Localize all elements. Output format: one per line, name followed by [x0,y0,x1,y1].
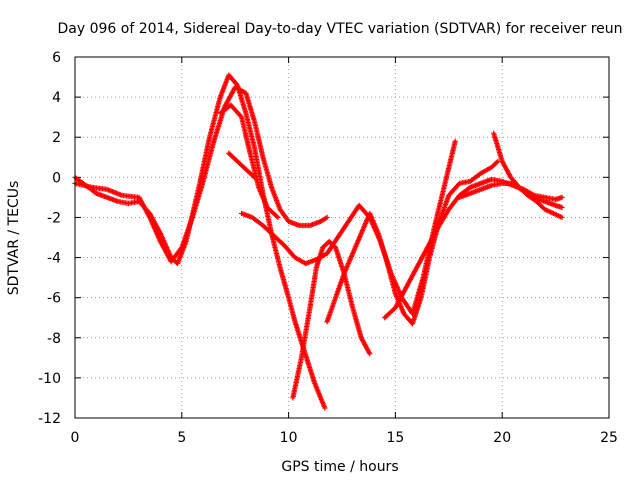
y-tick-label: -8 [47,331,61,347]
series-track-10 [456,180,565,211]
y-tick-label: 2 [52,130,61,146]
x-axis-label: GPS time / hours [281,459,398,475]
chart-title: Day 096 of 2014, Sidereal Day-to-day VTE… [57,21,622,37]
series-track-4 [226,150,258,180]
y-tick-label: -6 [47,291,61,307]
series-track-9 [491,130,565,221]
y-tick-label: 4 [52,90,61,106]
y-tick-label: -2 [47,210,61,226]
data-point [274,213,280,220]
y-axis-ticks: -12 -10 -8 -6 -4 -2 0 2 4 6 [38,50,609,427]
data-point [367,351,373,357]
x-axis-ticks: 0 5 10 15 20 25 [71,57,618,446]
y-tick-label: -12 [38,411,61,427]
series-track-2 [72,84,330,265]
data-point [559,214,565,221]
series-track-3 [217,102,281,221]
data-point [324,214,330,221]
data-point [251,174,258,180]
y-tick-label: 0 [52,170,61,186]
series-track-1 [72,72,328,411]
x-tick-label: 0 [71,430,80,446]
data-point [250,173,256,179]
y-tick-label: 6 [52,50,61,66]
y-axis-label: SDTVAR / TECUs [6,181,22,296]
data-point [559,204,565,211]
x-tick-label: 5 [177,430,186,446]
series-track-6 [290,238,373,401]
series-track-8 [382,176,565,321]
data-point [559,194,565,200]
data-point [494,159,500,165]
x-tick-label: 20 [493,430,511,446]
data-series [72,72,565,411]
x-tick-label: 10 [280,430,298,446]
y-tick-label: -4 [47,251,61,267]
series-track-7 [324,158,501,327]
data-point [452,138,458,144]
data-point [322,405,328,411]
x-tick-label: 25 [600,430,618,446]
x-tick-label: 15 [386,430,404,446]
grid-lines [75,57,609,418]
plot-frame [74,56,610,419]
data-point [275,214,281,221]
y-tick-label: -10 [38,371,61,387]
